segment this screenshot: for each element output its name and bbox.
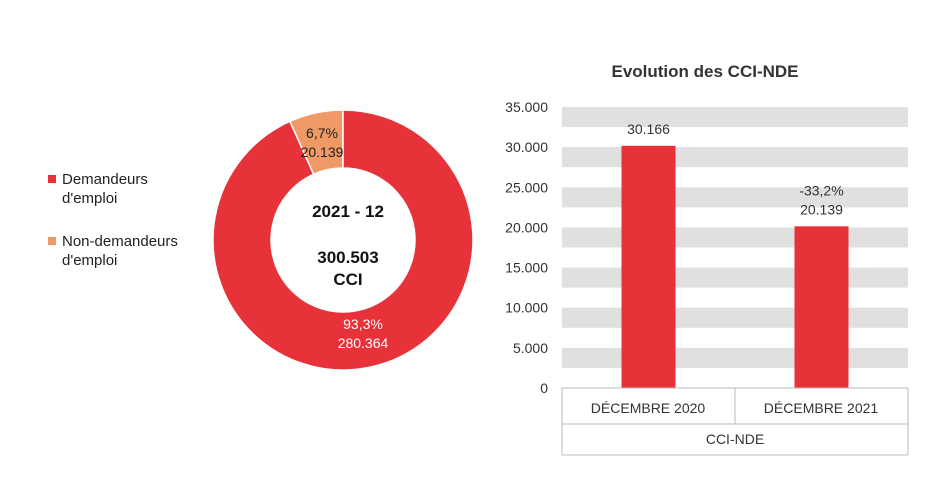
x-group-label: CCI-NDE (706, 431, 764, 447)
y-axis-ticks: 0 5.000 10.000 15.000 20.000 25.000 30.000 35.0… (505, 99, 548, 396)
donut-center-total: 300.503 (317, 248, 378, 267)
grid-band (562, 227, 908, 248)
legend-label-demandeurs: Demandeurs d'emploi (62, 171, 148, 207)
grid-band (562, 187, 908, 208)
y-tick-label: 15.000 (505, 260, 548, 276)
x-category-label-2020: DÉCEMBRE 2020 (591, 400, 706, 416)
grid-band (562, 347, 908, 368)
bar-2021 (794, 226, 849, 388)
y-tick-label: 25.000 (505, 179, 548, 195)
donut-center-unit: CCI (333, 270, 362, 289)
grid-band (562, 107, 908, 128)
grid-band (562, 307, 908, 328)
bar-data-label: 20.139 (800, 201, 843, 217)
slice-label-non-demandeurs-value: 20.139 (301, 144, 344, 160)
y-tick-label: 5.000 (513, 340, 548, 356)
donut-slices (212, 109, 474, 371)
bars: 30.166 20.139 -33,2% (621, 121, 849, 388)
x-axis: DÉCEMBRE 2020 DÉCEMBRE 2021 CCI-NDE (561, 387, 909, 456)
slice-label-demandeurs-percent: 93,3% (343, 316, 383, 332)
y-tick-label: 35.000 (505, 99, 548, 115)
x-category-label-2021: DÉCEMBRE 2021 (764, 400, 879, 416)
legend-item-demandeurs: Demandeurs d'emploi (48, 170, 198, 208)
legend-label-non-demandeurs: Non-demandeurs d'emploi (62, 233, 178, 269)
donut-center-period: 2021 - 12 (312, 202, 384, 221)
bar-chart-title: Evolution des CCI-NDE (611, 62, 798, 81)
legend-item-non-demandeurs: Non-demandeurs d'emploi (48, 232, 198, 270)
grid-band (562, 267, 908, 288)
legend-swatch-non-demandeurs (48, 237, 56, 245)
grid-band (562, 147, 908, 168)
slice-label-non-demandeurs-percent: 6,7% (306, 125, 338, 141)
slice-label-demandeurs-value: 280.364 (338, 335, 389, 351)
donut-slice-non-demandeurs (288, 109, 344, 176)
bar-data-label: 30.166 (627, 121, 670, 137)
bar-change-annotation: -33,2% (799, 182, 843, 198)
donut-legend: Demandeurs d'emploi Non-demandeurs d'emp… (48, 170, 198, 270)
grid-bands (562, 107, 908, 368)
y-tick-label: 30.000 (505, 139, 548, 155)
legend-swatch-demandeurs (48, 175, 56, 183)
donut-slice-demandeurs (212, 109, 474, 371)
y-tick-label: 0 (540, 380, 548, 396)
y-tick-label: 10.000 (505, 300, 548, 316)
bar-2020 (621, 145, 676, 388)
y-tick-label: 20.000 (505, 219, 548, 235)
